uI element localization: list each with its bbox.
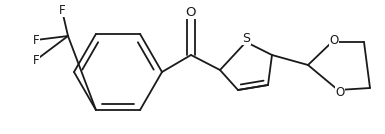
Text: F: F: [59, 3, 65, 16]
Text: F: F: [33, 34, 39, 46]
Text: O: O: [330, 34, 339, 46]
Text: O: O: [186, 5, 196, 18]
Text: F: F: [33, 53, 39, 66]
Text: O: O: [335, 85, 345, 98]
Text: S: S: [242, 31, 250, 44]
